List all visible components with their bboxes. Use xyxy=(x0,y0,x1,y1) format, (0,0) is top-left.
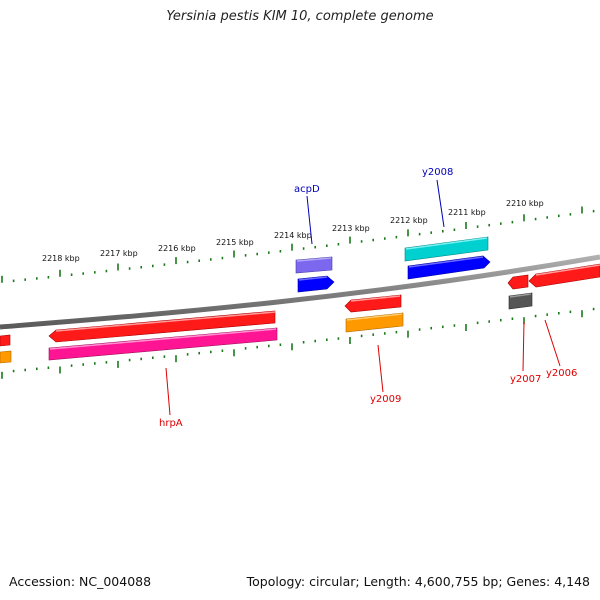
y2009-connector xyxy=(377,344,384,393)
y2006-gene[interactable] xyxy=(528,263,600,288)
gene-highlight xyxy=(350,295,401,302)
y2009-gene[interactable] xyxy=(345,312,404,333)
y2008-gene[interactable] xyxy=(404,236,489,262)
scale-label: 2212 kbp xyxy=(390,216,428,225)
gene-label-y2008[interactable]: y2008 xyxy=(422,167,453,178)
gene-label-y2007[interactable]: y2007 xyxy=(510,374,541,385)
red-gene-left[interactable] xyxy=(0,334,11,347)
hrpA-gene[interactable] xyxy=(48,327,278,361)
y2008-connector xyxy=(436,179,445,228)
genome-backbone xyxy=(0,254,600,330)
upper-scale-ticks xyxy=(1,206,595,283)
gene-highlight xyxy=(298,276,328,281)
y2007-gene[interactable] xyxy=(507,274,529,290)
gene-highlight xyxy=(346,313,403,321)
red-gene-hrpA-upper[interactable] xyxy=(48,310,276,343)
scale-label: 2217 kbp xyxy=(100,249,138,258)
scale-label: 2210 kbp xyxy=(506,199,544,208)
y2006-connector xyxy=(544,319,561,367)
orange-gene-left[interactable] xyxy=(0,350,12,364)
gene-label-acpD[interactable]: acpD xyxy=(294,184,320,195)
genome-summary-text: Topology: circular; Length: 4,600,755 bp… xyxy=(246,574,590,589)
acpD-connector xyxy=(306,195,313,245)
scale-label: 2218 kbp xyxy=(42,254,80,263)
scale-label: 2213 kbp xyxy=(332,224,370,233)
map-title: Yersinia pestis KIM 10, complete genome xyxy=(166,9,434,24)
gene-label-hrpA[interactable]: hrpA xyxy=(159,418,183,429)
gene-features xyxy=(0,236,600,364)
gene-highlight xyxy=(55,311,276,332)
scale-labels: 2218 kbp 2217 kbp 2216 kbp 2215 kbp 2214… xyxy=(42,199,544,263)
label-connectors xyxy=(165,179,561,416)
accession-text: Accession: NC_004088 xyxy=(9,574,152,589)
scale-label: 2214 kbp xyxy=(274,231,312,240)
red-gene-y2009[interactable] xyxy=(344,294,402,313)
scale-label: 2215 kbp xyxy=(216,238,254,247)
gene-highlight xyxy=(296,257,332,262)
blue-gene-y2008[interactable] xyxy=(407,255,491,280)
scale-label: 2211 kbp xyxy=(448,208,486,217)
gene-label-y2006[interactable]: y2006 xyxy=(546,368,577,379)
gene-highlight xyxy=(509,293,532,298)
gene-highlight xyxy=(408,256,484,268)
blue-gene-acpD[interactable] xyxy=(297,275,335,293)
gene-label-y2009[interactable]: y2009 xyxy=(370,394,401,405)
scale-label: 2216 kbp xyxy=(158,244,196,253)
gene-highlight xyxy=(49,328,277,350)
y2007-connector xyxy=(522,321,525,372)
gene-highlight xyxy=(535,264,600,276)
gene-highlight xyxy=(405,237,488,250)
hrpA-connector xyxy=(165,367,171,416)
